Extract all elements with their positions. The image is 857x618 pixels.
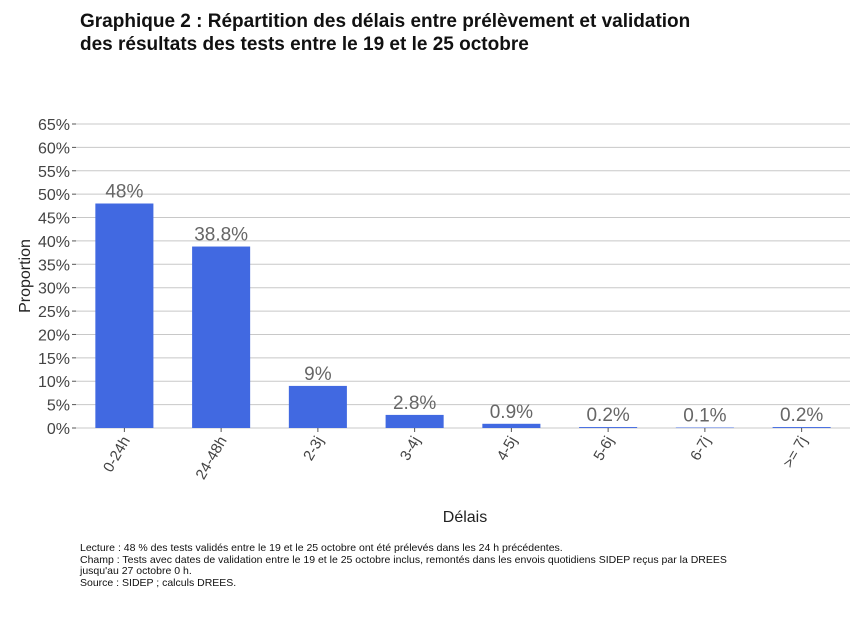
y-tick-label: 35%: [38, 257, 70, 274]
x-tick-label: 24-48h: [193, 434, 231, 483]
bar-value-label: 38.8%: [194, 225, 248, 246]
footnote-lecture: Lecture : 48 % des tests validés entre l…: [80, 542, 563, 554]
y-tick-label: 30%: [38, 281, 70, 298]
bar: [772, 427, 831, 428]
y-axis-title: Proportion: [17, 239, 34, 313]
x-tick-label: 3-4j: [397, 434, 424, 464]
bar-value-label: 0.2%: [586, 405, 629, 426]
y-tick-label: 55%: [38, 164, 70, 181]
bar: [482, 423, 541, 428]
bar-value-label: 48%: [105, 182, 143, 203]
bar: [385, 414, 444, 428]
x-axis-ticks: 0-24h 24-48h 2-3j 3-4j 4-5j 5-6j 6-7j >= 7j: [100, 428, 811, 482]
y-axis-ticks: 0% 5% 10% 15% 20% 25% 30% 35% 40% 45% 50% 55% 60% 65%: [38, 117, 76, 438]
y-tick-label: 60%: [38, 140, 70, 157]
y-tick-label: 0%: [47, 421, 70, 438]
bar: [288, 385, 347, 428]
x-tick-label: 0-24h: [100, 434, 134, 476]
x-tick-label: 2-3j: [300, 434, 327, 464]
footnote-champ: Champ : Tests avec dates de validation e…: [80, 553, 727, 566]
y-tick-label: 40%: [38, 234, 70, 251]
footnote-source: Source : SIDEP ; calculs DREES.: [80, 576, 237, 589]
chart-title-line-1: Graphique 2 : Répartition des délais ent…: [80, 11, 691, 32]
y-tick-label: 20%: [38, 327, 70, 344]
bar-chart: 0% 5% 10% 15% 20% 25% 30% 35% 40% 45% 50% 55% 60% 65%…: [17, 117, 850, 526]
chart-title: Graphique 2 : Répartition des délais ent…: [80, 10, 840, 56]
x-tick-label: 5-6j: [590, 434, 617, 464]
chart-title-line-2: des résultats des tests entre le 19 et l…: [80, 34, 529, 55]
x-tick-label: 4-5j: [494, 434, 521, 464]
bar: [675, 427, 734, 429]
bar: [192, 246, 251, 428]
bar: [579, 427, 638, 428]
x-tick-label: >= 7j: [780, 434, 811, 471]
x-axis-title: Délais: [443, 509, 487, 526]
value-labels: 48% 38.8% 9% 2.8% 0.9% 0.2% 0.1% 0.2%: [105, 182, 823, 427]
x-tick-label: 6-7j: [687, 434, 714, 464]
y-tick-label: 5%: [47, 398, 70, 415]
footnotes: Lecture : 48 % des tests validés entre l…: [80, 542, 840, 589]
bar-value-label: 0.2%: [780, 405, 823, 426]
footnote-champ-continued: jusqu'au 27 octobre 0 h.: [80, 565, 192, 577]
y-tick-label: 45%: [38, 211, 70, 228]
y-tick-label: 10%: [38, 374, 70, 391]
bar-value-label: 9%: [304, 364, 332, 385]
y-tick-label: 15%: [38, 351, 70, 368]
y-tick-label: 25%: [38, 304, 70, 321]
bar-value-label: 0.1%: [683, 406, 726, 427]
bar-value-label: 2.8%: [393, 393, 436, 414]
y-tick-label: 50%: [38, 187, 70, 204]
bar: [95, 203, 154, 428]
y-tick-label: 65%: [38, 117, 70, 134]
bar-value-label: 0.9%: [490, 402, 533, 423]
bars: [95, 203, 831, 429]
